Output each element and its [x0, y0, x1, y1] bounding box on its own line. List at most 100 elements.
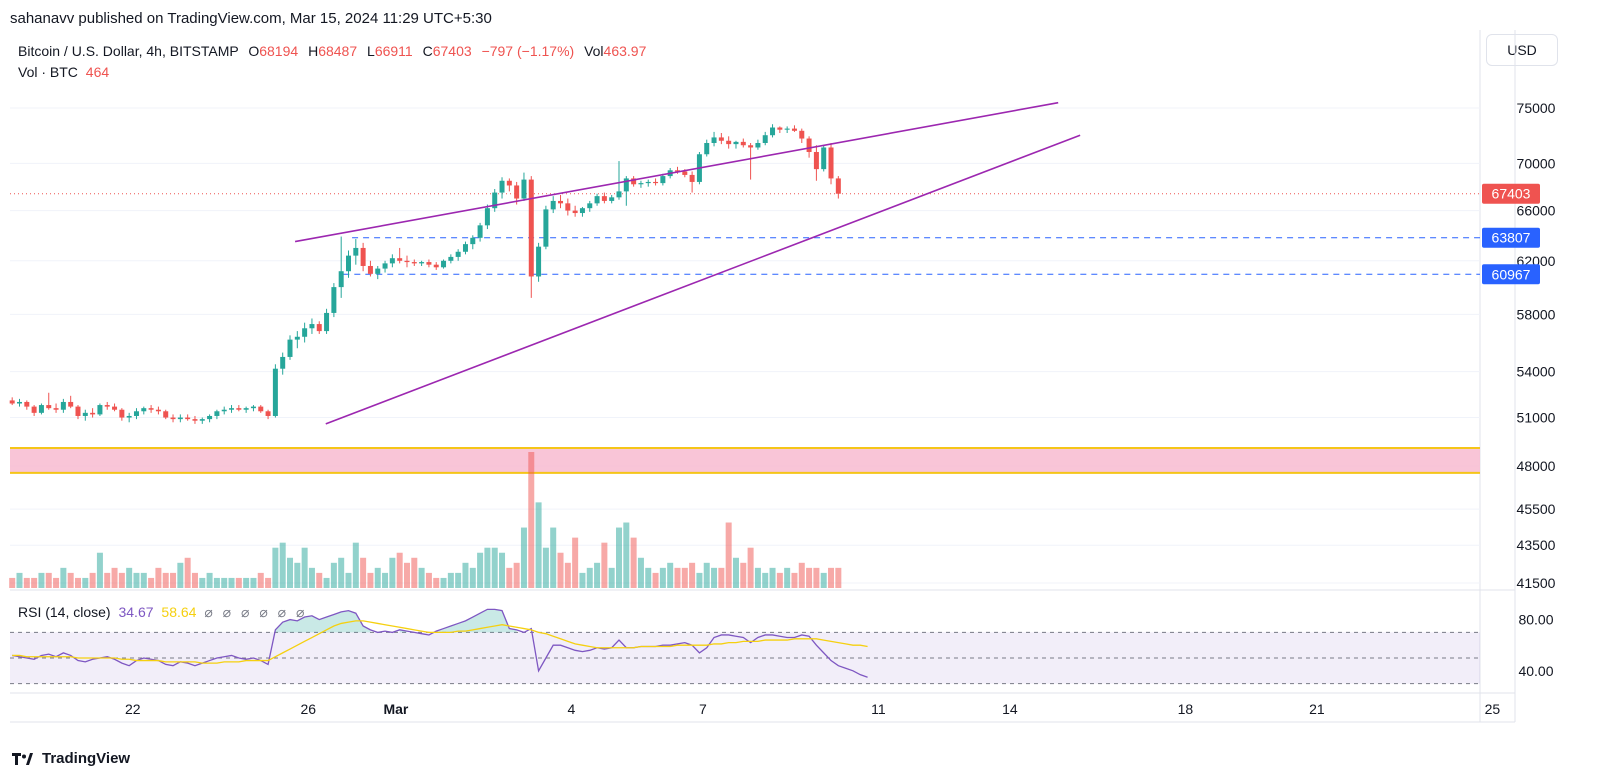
horizontal-levels[interactable]: [343, 237, 1480, 275]
volume-bar: [104, 572, 111, 588]
candle-body: [345, 255, 351, 272]
candle-body: [104, 405, 110, 407]
volume-bar: [82, 577, 89, 588]
volume-bar: [535, 502, 542, 588]
volume-bar: [323, 577, 330, 588]
candle-body: [367, 265, 373, 274]
volume-bar: [265, 577, 272, 588]
volume-bar: [506, 567, 513, 588]
volume-bar: [828, 567, 835, 588]
candle-body: [38, 405, 44, 413]
volume-bar: [645, 567, 652, 588]
price-axis[interactable]: 7500070000660006200058000540005100048000…: [1517, 100, 1556, 679]
volume-bar: [499, 552, 506, 588]
vol-btc-label[interactable]: Vol · BTC: [18, 64, 78, 80]
volume-bar: [769, 567, 776, 588]
volume-bar: [550, 527, 557, 588]
price-label-box: [1482, 183, 1540, 204]
rsi-overbought-fill: [436, 609, 517, 633]
volume-bar: [89, 572, 96, 588]
volume-bar: [586, 567, 593, 588]
price-tick-label: 48000: [1517, 458, 1556, 474]
price-tick-label: 58000: [1517, 306, 1556, 322]
candle-body: [287, 339, 293, 357]
candle-body: [762, 135, 768, 143]
volume-bar: [330, 562, 337, 588]
price-tick-label: 45500: [1517, 501, 1556, 517]
candle-body: [718, 137, 724, 141]
candle-body: [777, 127, 783, 130]
candle-body: [748, 145, 754, 148]
rsi-label[interactable]: RSI (14, close): [18, 604, 111, 620]
candle-body: [148, 408, 154, 410]
volume-bar: [389, 557, 396, 588]
time-tick-label: 26: [300, 701, 316, 717]
volume-bar: [23, 577, 30, 588]
volume-bar: [681, 567, 688, 588]
chart-frame: [10, 30, 1516, 723]
price-tick-label: 41500: [1517, 575, 1556, 591]
rsi-ma-value: 58.64: [161, 604, 197, 620]
tradingview-logo-icon: [12, 752, 33, 765]
volume-bar: [564, 562, 571, 588]
volume-bar: [762, 572, 769, 588]
candle-body: [243, 408, 249, 410]
candle-body: [791, 128, 797, 131]
candle-body: [221, 409, 227, 412]
price-label-box: [1482, 227, 1540, 248]
volume-bar: [791, 572, 798, 588]
volume-bar: [155, 567, 162, 588]
volume-bar: [579, 572, 586, 588]
vol-btc-value: 464: [85, 64, 110, 80]
candle-body: [119, 409, 125, 418]
candle-body: [258, 406, 264, 412]
trendlines[interactable]: [294, 101, 1081, 425]
symbol-title[interactable]: Bitcoin / U.S. Dollar, 4h, BITSTAMP: [18, 43, 239, 59]
rsi-overbought-fill: [275, 610, 371, 633]
candle-body: [397, 258, 403, 261]
candle-body: [455, 251, 461, 257]
time-tick-label: 7: [699, 701, 707, 717]
candle-body: [448, 256, 454, 261]
time-tick-label: 22: [125, 701, 141, 717]
volume-bar: [594, 562, 601, 588]
support-zone: [10, 447, 1480, 474]
candle-body: [770, 127, 776, 136]
price-tick-label: 66000: [1517, 203, 1556, 219]
price-tick-label: 70000: [1517, 155, 1556, 171]
volume-bars: [9, 452, 842, 588]
candle-body: [740, 141, 746, 146]
candle-body: [112, 406, 118, 410]
price-label-text: 63807: [1492, 230, 1531, 246]
volume-bar: [170, 572, 177, 588]
volume-bar: [798, 562, 805, 588]
price-labels: 67403 63807 60967: [1482, 183, 1540, 285]
volume-bar: [213, 577, 220, 588]
volume-bar: [45, 572, 52, 588]
volume-bar: [813, 567, 820, 588]
candle-body: [82, 412, 88, 416]
candle-body: [835, 178, 841, 194]
candle-body: [294, 336, 300, 340]
candle-body: [441, 260, 447, 268]
candle-body: [682, 171, 688, 175]
close-label: C: [422, 43, 433, 59]
candle-body: [9, 400, 15, 404]
volume-bar: [403, 562, 410, 588]
volume-bar: [133, 572, 140, 588]
volume-bar: [732, 557, 739, 588]
volume-bar: [199, 577, 206, 588]
volume-bar: [703, 562, 710, 588]
brand-footer[interactable]: TradingView: [12, 750, 130, 767]
rsi-pane: [10, 608, 1480, 685]
volume-bar: [126, 567, 133, 588]
volume-bar: [382, 572, 389, 588]
high-label: H: [308, 43, 319, 59]
volume-bar: [367, 572, 374, 588]
time-axis[interactable]: 22 26 Mar 4 7 11 14 18 21 25: [125, 701, 1500, 717]
volume-bar: [484, 547, 491, 588]
time-tick-label: 4: [567, 701, 575, 717]
candle-body: [477, 225, 483, 238]
volume-bar: [513, 562, 520, 588]
